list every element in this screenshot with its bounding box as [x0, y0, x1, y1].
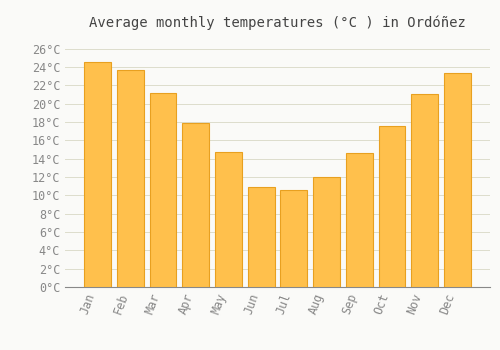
Bar — [280, 190, 307, 287]
Title: Average monthly temperatures (°C ) in Ordóñez: Average monthly temperatures (°C ) in Or… — [89, 15, 466, 30]
Bar — [150, 93, 176, 287]
Bar — [117, 70, 144, 287]
Bar — [215, 152, 242, 287]
Bar — [411, 94, 438, 287]
Bar — [378, 126, 406, 287]
Bar — [346, 153, 372, 287]
Bar — [182, 123, 209, 287]
Bar — [248, 187, 274, 287]
Bar — [84, 63, 111, 287]
Bar — [313, 177, 340, 287]
Bar — [444, 74, 470, 287]
